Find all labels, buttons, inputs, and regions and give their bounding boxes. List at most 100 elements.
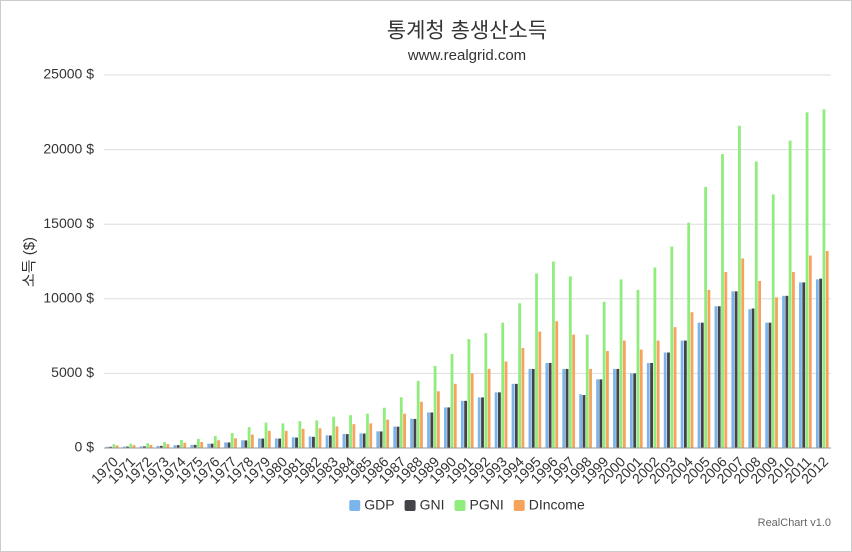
bar — [115, 445, 119, 448]
bar — [484, 333, 488, 448]
bar — [129, 443, 133, 448]
bar — [808, 255, 812, 448]
bar — [785, 295, 789, 448]
bar — [379, 431, 383, 448]
bar — [585, 334, 589, 448]
bar — [362, 433, 366, 448]
bar — [369, 423, 373, 448]
bar — [646, 362, 650, 448]
bar — [653, 267, 657, 448]
bar — [538, 331, 542, 448]
bar — [207, 443, 211, 448]
bar — [396, 426, 400, 448]
y-tick-label: 0 $ — [75, 439, 95, 455]
bar — [700, 322, 704, 448]
y-tick-label: 20000 $ — [43, 140, 94, 156]
bar — [267, 430, 271, 448]
bar — [589, 368, 592, 448]
bar — [460, 400, 464, 448]
bar — [436, 391, 440, 448]
legend-label: PGNI — [469, 497, 503, 513]
y-tick-label: 15000 $ — [43, 215, 94, 231]
bar — [748, 309, 752, 448]
bar — [467, 339, 471, 448]
bar — [481, 397, 484, 448]
bar — [332, 416, 336, 448]
bar — [606, 351, 609, 448]
y-tick-label: 10000 $ — [43, 290, 94, 306]
bar — [535, 273, 538, 448]
bar — [683, 340, 687, 448]
bar — [258, 438, 261, 448]
bar — [552, 261, 555, 448]
bar — [663, 352, 667, 448]
bar — [298, 421, 302, 448]
bar — [126, 446, 129, 448]
bar — [430, 412, 434, 448]
bar — [146, 443, 150, 448]
bar — [775, 297, 778, 448]
bar — [599, 379, 603, 448]
bar — [227, 442, 231, 448]
bar — [741, 258, 745, 448]
y-tick-label: 5000 $ — [51, 364, 94, 380]
chart-subtitle: www.realgrid.com — [407, 47, 526, 64]
bar — [427, 412, 430, 448]
bar — [754, 161, 758, 448]
bar — [393, 426, 397, 448]
bar — [531, 368, 535, 448]
bar — [403, 413, 406, 448]
bar — [416, 380, 420, 448]
bar — [511, 383, 515, 448]
bar — [173, 445, 177, 448]
y-axis-title: 소득 ($) — [21, 237, 38, 287]
bar — [822, 109, 826, 448]
bar — [281, 423, 285, 448]
bar — [291, 437, 295, 448]
bar — [163, 442, 166, 448]
bar — [721, 154, 724, 449]
bar — [768, 322, 772, 448]
bar — [345, 434, 349, 448]
bar — [453, 383, 457, 448]
bar — [697, 322, 701, 448]
legend-swatch — [454, 500, 466, 511]
bar — [132, 445, 136, 448]
bar — [477, 397, 481, 448]
bar — [528, 368, 532, 448]
bar — [731, 291, 735, 448]
bar — [230, 433, 234, 448]
bar — [183, 442, 187, 448]
bar — [629, 373, 633, 448]
bar — [224, 442, 228, 448]
bar — [410, 418, 413, 448]
bar — [680, 340, 684, 448]
bar — [650, 362, 653, 448]
bar — [433, 365, 437, 448]
bar — [518, 303, 522, 448]
bar — [190, 444, 194, 448]
bar — [802, 282, 806, 448]
bar — [613, 368, 616, 448]
bar — [596, 379, 599, 448]
credit: RealChart v1.0 — [758, 517, 831, 529]
bar — [670, 246, 674, 448]
bar — [470, 373, 474, 448]
bar — [504, 361, 508, 448]
chart-title: 통계청 총생산소득 — [387, 20, 547, 43]
bar — [312, 436, 315, 448]
bar — [639, 349, 643, 448]
bar — [562, 368, 566, 448]
bar — [241, 440, 244, 448]
bar — [788, 140, 792, 448]
bar — [805, 112, 809, 449]
bar — [687, 222, 691, 448]
bar — [765, 322, 769, 448]
bar — [443, 407, 447, 448]
bar — [758, 280, 762, 448]
bar — [450, 354, 454, 448]
bar — [180, 439, 183, 448]
bar — [200, 442, 204, 448]
